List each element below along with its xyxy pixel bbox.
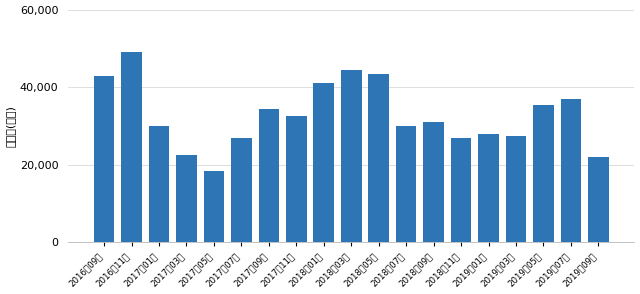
Bar [286, 116, 307, 243]
Bar [94, 76, 115, 243]
Bar [506, 136, 526, 243]
Bar [533, 105, 554, 243]
Bar [588, 157, 609, 243]
Bar [561, 99, 581, 243]
Bar [423, 122, 444, 243]
Bar [121, 52, 142, 243]
Bar [176, 155, 196, 243]
Bar [451, 138, 472, 243]
Bar [231, 138, 252, 243]
Y-axis label: 거래량(건수): 거래량(건수) [6, 105, 15, 147]
Bar [341, 70, 362, 243]
Bar [148, 126, 170, 243]
Bar [314, 83, 334, 243]
Bar [478, 134, 499, 243]
Bar [259, 108, 279, 243]
Bar [369, 74, 389, 243]
Bar [396, 126, 417, 243]
Bar [204, 171, 224, 243]
